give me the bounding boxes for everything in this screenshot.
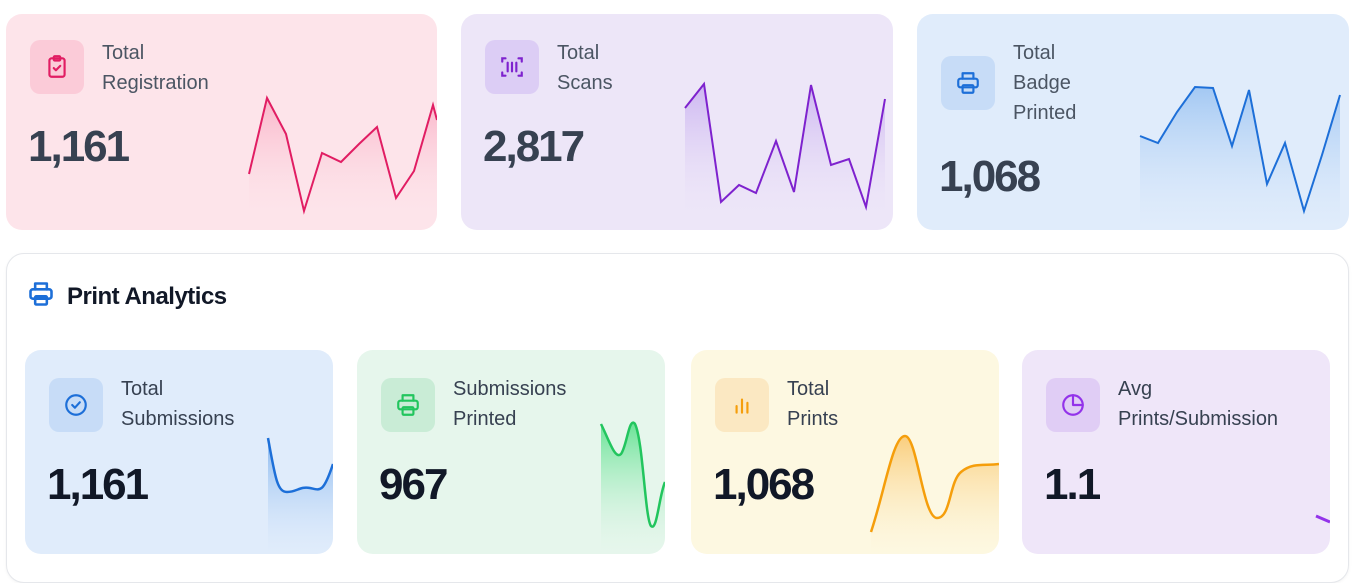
print-analytics-title: Print Analytics bbox=[67, 282, 227, 310]
total-scans-value: 2,817 bbox=[483, 122, 585, 171]
printer-icon bbox=[381, 378, 435, 432]
print-analytics-panel: Print Analytics Total Submissions 1,161 bbox=[6, 253, 1349, 583]
total-badge-printed-value: 1,068 bbox=[939, 152, 1041, 201]
avg-prints-per-submission-value: 1.1 bbox=[1044, 460, 1101, 509]
total-submissions-value: 1,161 bbox=[47, 460, 149, 509]
total-submissions-card: Total Submissions 1,161 bbox=[25, 350, 333, 554]
registration-sparkline bbox=[248, 95, 437, 222]
submissions-printed-card: Submissions Printed 967 bbox=[357, 350, 665, 554]
badge-printed-sparkline bbox=[1139, 85, 1341, 230]
total-prints-value: 1,068 bbox=[713, 460, 815, 509]
total-scans-label: Total Scans bbox=[557, 42, 613, 94]
scans-sparkline bbox=[684, 81, 886, 224]
printer-icon bbox=[941, 56, 995, 110]
submissions-sparkline bbox=[266, 437, 333, 554]
summary-cards: Total Registration 1,161 Total Scans bbox=[0, 0, 1360, 240]
total-submissions-label: Total Submissions bbox=[121, 378, 235, 430]
total-prints-card: Total Prints 1,068 bbox=[691, 350, 999, 554]
print-analytics-header: Print Analytics bbox=[27, 280, 227, 313]
total-prints-label: Total Prints bbox=[787, 378, 839, 430]
submissions-printed-sparkline bbox=[599, 421, 665, 554]
bar-chart-icon bbox=[715, 378, 769, 432]
total-registration-label: Total Registration bbox=[102, 42, 209, 94]
total-registration-value: 1,161 bbox=[28, 122, 130, 171]
total-badge-printed-card: Total Badge Printed 1,068 bbox=[917, 14, 1349, 230]
check-circle-icon bbox=[49, 378, 103, 432]
total-badge-printed-label: Total Badge Printed bbox=[1013, 42, 1077, 124]
submissions-printed-label: Submissions Printed bbox=[453, 378, 567, 430]
total-scans-card: Total Scans 2,817 bbox=[461, 14, 893, 230]
total-prints-sparkline bbox=[869, 434, 999, 554]
pie-chart-icon bbox=[1046, 378, 1100, 432]
printer-icon bbox=[27, 280, 55, 313]
clipboard-check-icon bbox=[30, 40, 84, 94]
submissions-printed-value: 967 bbox=[379, 460, 448, 509]
total-registration-card: Total Registration 1,161 bbox=[6, 14, 437, 230]
avg-prints-per-submission-label: Avg Prints/Submission bbox=[1118, 378, 1279, 430]
avg-prints-sparkline bbox=[1315, 514, 1330, 524]
barcode-scan-icon bbox=[485, 40, 539, 94]
avg-prints-per-submission-card: Avg Prints/Submission 1.1 bbox=[1022, 350, 1330, 554]
